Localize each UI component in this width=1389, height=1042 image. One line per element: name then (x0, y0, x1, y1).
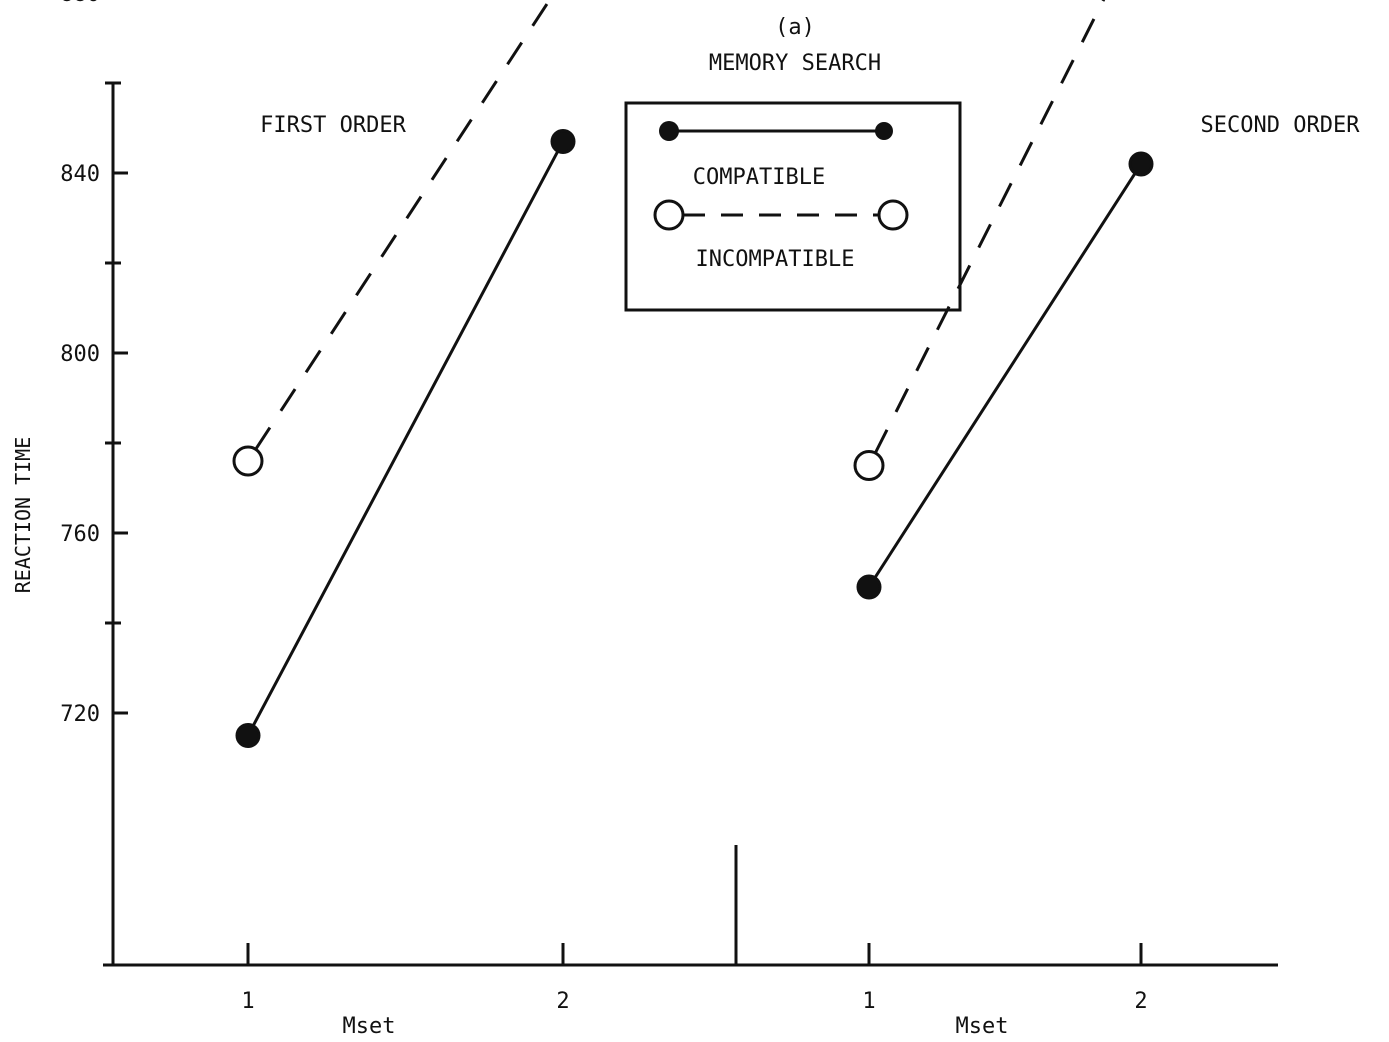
panel-title-second-order: SECOND ORDER (1201, 113, 1361, 138)
legend-compatible-marker-left (659, 121, 679, 141)
figure-header: (a) MEMORY SEARCH (709, 15, 881, 76)
y-tick-label-720: 720 (60, 702, 100, 727)
y-tick-label-760: 760 (60, 522, 100, 547)
x-axis-ticks: 1 2 1 2 (241, 943, 1148, 1014)
x-axis-label-second-order: Mset (956, 1014, 1009, 1039)
data-point-compatible-panel1-mset2 (550, 129, 576, 154)
legend-incompatible-marker-right (877, 199, 909, 231)
y-axis-label: REACTION TIME (11, 437, 35, 594)
panel-title-first-order: FIRST ORDER (260, 113, 406, 138)
legend: COMPATIBLE INCOMPATIBLE (624, 101, 962, 312)
legend-incompatible-marker-left (653, 199, 685, 231)
data-point-incompatible-panel2-mset1 (853, 450, 885, 481)
series-line-incompatible-panel1 (254, 0, 552, 451)
y-tick-label-800: 800 (60, 342, 100, 367)
data-point-compatible-panel2-mset2 (1128, 151, 1154, 177)
x-tick-label-panel2-2: 2 (1134, 989, 1147, 1014)
x-axis-label-first-order: Mset (343, 1014, 396, 1039)
plot-area (232, 0, 1154, 748)
legend-incompatible-label: INCOMPATIBLE (696, 247, 855, 272)
x-tick-label-panel1-2: 2 (556, 989, 569, 1014)
x-tick-label-panel1-1: 1 (241, 989, 254, 1014)
chart-title: MEMORY SEARCH (709, 51, 881, 76)
legend-box (624, 101, 962, 312)
series-line-compatible-panel1 (251, 150, 560, 727)
data-point-compatible-panel1-mset1 (235, 723, 261, 748)
y-axis-ticks: 720 760 800 840 880 (60, 0, 128, 727)
y-tick-label-840: 840 (60, 162, 100, 187)
y-tick-label-880: 880 (60, 0, 100, 7)
data-point-compatible-panel2-mset1 (856, 574, 882, 600)
x-tick-label-panel2-1: 1 (862, 989, 875, 1014)
legend-compatible-marker-right (875, 122, 893, 140)
legend-compatible-label: COMPATIBLE (693, 165, 825, 190)
data-point-incompatible-panel1-mset1 (232, 445, 264, 477)
figure-label: (a) (775, 15, 815, 40)
series-line-compatible-panel2 (873, 172, 1137, 579)
series-line-incompatible-panel2 (873, 0, 1106, 454)
